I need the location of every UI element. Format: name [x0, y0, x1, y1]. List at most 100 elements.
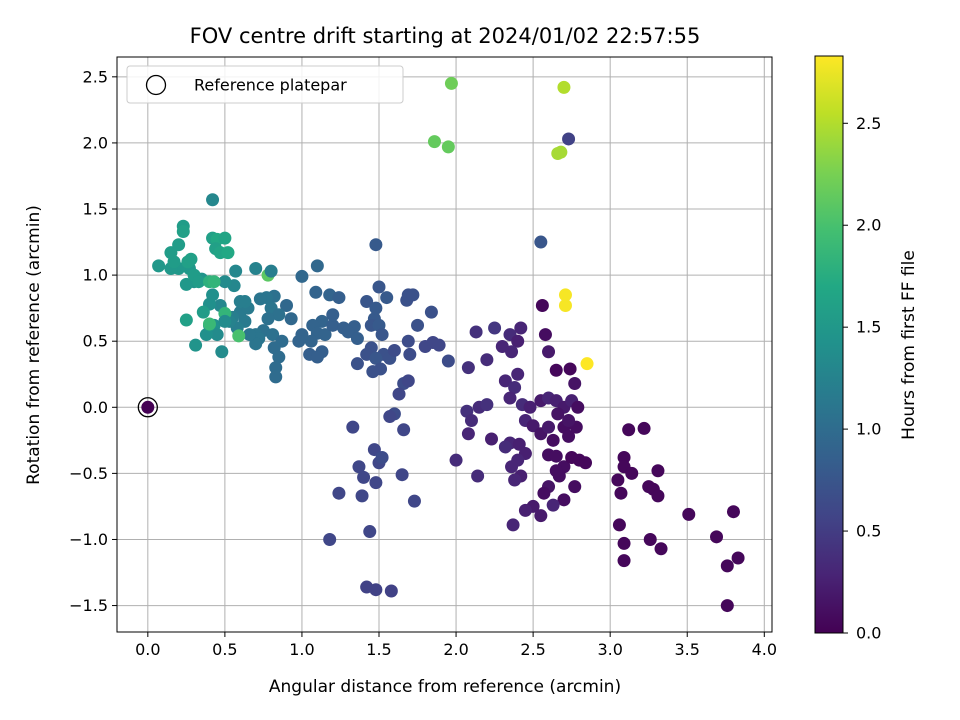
y-tick-label: 0.5 [83, 332, 108, 351]
data-point [617, 451, 631, 465]
data-point [352, 460, 366, 474]
data-point [372, 280, 386, 294]
data-point [563, 362, 577, 376]
data-point [643, 532, 657, 546]
chart-title: FOV centre drift starting at 2024/01/02 … [190, 24, 701, 48]
data-point [403, 347, 417, 361]
y-tick-label: −1.5 [69, 596, 108, 615]
data-point [383, 410, 397, 424]
reference-marker [137, 397, 158, 418]
data-point [571, 400, 585, 414]
data-point [141, 400, 155, 414]
data-point [249, 337, 263, 351]
data-point [384, 584, 398, 598]
data-point [449, 453, 463, 467]
data-point [369, 301, 383, 315]
data-point [355, 489, 369, 503]
data-point [523, 400, 537, 414]
data-point [485, 432, 499, 446]
x-tick-label: 0.0 [135, 640, 160, 659]
data-point [503, 391, 517, 405]
data-point [233, 295, 247, 309]
data-point [720, 599, 734, 613]
data-point [215, 345, 229, 359]
data-point [511, 334, 525, 348]
data-point [323, 532, 337, 546]
data-point [498, 440, 512, 454]
data-point [568, 376, 582, 390]
data-point [461, 361, 475, 375]
data-point [318, 328, 332, 342]
data-point [518, 503, 532, 517]
data-point [558, 288, 572, 302]
data-point [537, 486, 551, 500]
data-point [196, 305, 210, 319]
data-point [341, 325, 355, 339]
colorbar-tick-label: 0.5 [856, 522, 881, 541]
data-point [284, 312, 298, 326]
data-point [651, 489, 665, 503]
colorbar-bar [814, 55, 844, 634]
data-point [549, 464, 563, 478]
data-point [332, 486, 346, 500]
data-point [411, 318, 425, 332]
data-point [366, 365, 380, 379]
data-point [535, 299, 549, 313]
data-point [464, 414, 478, 428]
data-point [542, 420, 556, 434]
data-point [471, 469, 485, 483]
data-point [488, 321, 502, 335]
data-point [253, 292, 267, 306]
data-point [546, 498, 560, 512]
data-point [309, 285, 323, 299]
data-point [269, 361, 283, 375]
data-point [280, 299, 294, 313]
data-point [469, 325, 483, 339]
data-point [444, 76, 458, 90]
data-point [558, 299, 572, 313]
data-point [562, 414, 576, 428]
data-point [210, 328, 224, 342]
x-tick-label: 1.5 [366, 640, 391, 659]
y-tick-label: 1.0 [83, 266, 108, 285]
data-point [369, 583, 383, 597]
data-point [266, 328, 280, 342]
y-tick-label: 2.5 [83, 67, 108, 86]
data-point [617, 554, 631, 568]
colorbar-ticks: 0.0 0.5 1.0 1.5 2.0 2.5 [843, 114, 881, 643]
colorbar-tick-label: 1.0 [856, 420, 881, 439]
x-tick-label: 0.5 [212, 640, 237, 659]
x-tick-label: 2.5 [520, 640, 545, 659]
data-point [395, 468, 409, 482]
data-point [534, 235, 548, 249]
data-point [720, 559, 734, 573]
data-point [506, 518, 520, 532]
data-point [554, 145, 568, 159]
x-tick-label: 2.0 [443, 640, 468, 659]
data-point [363, 525, 377, 539]
data-point [654, 542, 668, 556]
data-point [269, 370, 283, 384]
data-point [184, 252, 198, 266]
data-point [710, 530, 724, 544]
data-point [392, 387, 406, 401]
data-point [562, 132, 576, 146]
data-point [249, 261, 263, 275]
data-point [651, 464, 665, 478]
data-point [568, 480, 582, 494]
data-point [369, 351, 383, 365]
data-point [726, 505, 740, 519]
data-point [508, 380, 522, 394]
legend-label-reference: Reference platepar [194, 76, 347, 95]
y-tick-label: 0.0 [83, 398, 108, 417]
data-point [512, 437, 526, 451]
data-point [206, 288, 220, 302]
data-point [346, 420, 360, 434]
colorbar-label: Hours from first FF file [899, 250, 919, 440]
data-point [617, 536, 631, 550]
data-point [369, 476, 383, 490]
data-point [350, 332, 364, 346]
data-point [292, 334, 306, 348]
data-point [229, 264, 243, 278]
data-point [622, 423, 636, 437]
